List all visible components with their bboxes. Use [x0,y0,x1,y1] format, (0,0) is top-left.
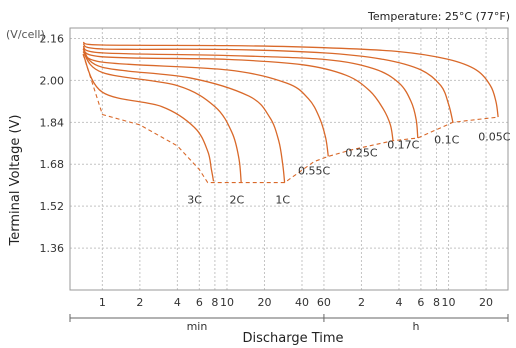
discharge-curve-1c [82,48,286,183]
series-label-0.25c: 0.25C [345,146,377,159]
unit-label: (V/cell) [6,28,45,41]
x-tick-label: 8 [433,296,440,309]
x-tick-label: 60 [317,296,331,309]
discharge-curve-2c [82,51,242,183]
grid [70,28,508,290]
series-label-2c: 2C [229,194,244,207]
discharge-curve-3c [82,53,215,182]
x-tick-label: 2 [136,296,143,309]
x-tick-label: 4 [174,296,181,309]
x-tick-label: 8 [211,296,218,309]
x-tick-label: 2 [358,296,365,309]
x-tick-label: 40 [295,296,309,309]
x-axis-title: Discharge Time [242,331,343,346]
time-unit-label: min [187,320,208,333]
plot-frame [69,27,509,291]
x-tick-label: 20 [257,296,271,309]
series-group [82,41,499,184]
series-label-1c: 1C [275,194,290,207]
series-label-3c: 3C [187,194,202,207]
x-tick-label: 10 [220,296,234,309]
series-label-0.55c: 0.55C [298,165,330,178]
y-tick-label: 1.84 [40,116,65,129]
temperature-note: Temperature: 25°C (77°F) [367,10,510,23]
discharge-curve-0.1c [82,43,454,123]
y-tick-label: 1.36 [40,242,65,255]
final-voltage-dashed-line [82,54,499,184]
discharge-curve-0.05c [82,41,499,118]
x-tick-label: 6 [196,296,203,309]
time-unit-label: h [412,320,419,333]
series-label-0.05c: 0.05C [478,131,510,144]
axes: 2.162.001.841.681.521.361 2 4 6 8 10 20 40 60 2 4 6… [40,27,509,333]
y-tick-label: 1.52 [40,200,65,213]
series-label-0.17c: 0.17C [387,139,419,152]
discharge-curve-0.17c [82,45,419,139]
x-tick-label: 20 [479,296,493,309]
x-tick-label: 1 [99,296,106,309]
series-label-0.1c: 0.1C [434,133,459,146]
discharge-curve-0.55c [82,48,329,157]
discharge-curve-0.25c [82,47,394,141]
y-tick-label: 1.68 [40,158,65,171]
x-tick-label: 10 [442,296,456,309]
y-axis-title: Terminal Voltage (V) [8,114,23,246]
labels-group: 0.05C 0.1C 0.17C 0.25C 0.55C 1C 2C 3C [187,131,511,207]
x-tick-label: 4 [395,296,402,309]
y-tick-label: 2.00 [40,74,65,87]
x-tick-label: 6 [417,296,424,309]
y-tick-label: 2.16 [40,32,65,45]
